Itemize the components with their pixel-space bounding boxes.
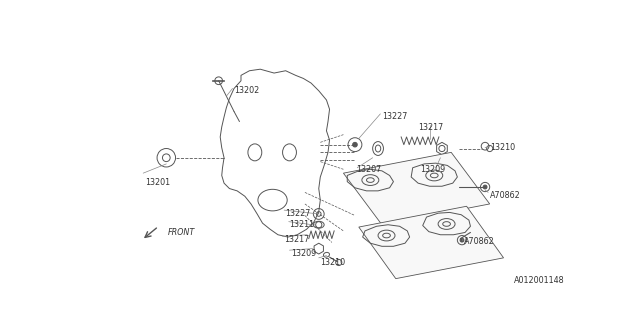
Text: 13209: 13209 <box>291 249 316 258</box>
Text: 13211: 13211 <box>289 220 315 229</box>
Text: 13227: 13227 <box>285 209 311 218</box>
Text: 13217: 13217 <box>284 235 309 244</box>
Text: A70862: A70862 <box>463 237 494 246</box>
Polygon shape <box>359 206 504 279</box>
Text: 13217: 13217 <box>418 123 444 132</box>
Text: FRONT: FRONT <box>168 228 195 237</box>
Text: 13210: 13210 <box>490 143 515 152</box>
Text: 13201: 13201 <box>145 178 170 187</box>
Circle shape <box>460 238 464 242</box>
Text: 13210: 13210 <box>320 258 346 267</box>
Text: 13207: 13207 <box>356 165 381 174</box>
Polygon shape <box>344 152 490 225</box>
Text: A70862: A70862 <box>490 191 520 200</box>
Text: A012001148: A012001148 <box>515 276 565 284</box>
Text: 13227: 13227 <box>382 112 407 121</box>
Text: 13209: 13209 <box>420 165 445 174</box>
Text: 13202: 13202 <box>234 86 259 95</box>
Circle shape <box>483 185 487 189</box>
Circle shape <box>353 142 357 147</box>
